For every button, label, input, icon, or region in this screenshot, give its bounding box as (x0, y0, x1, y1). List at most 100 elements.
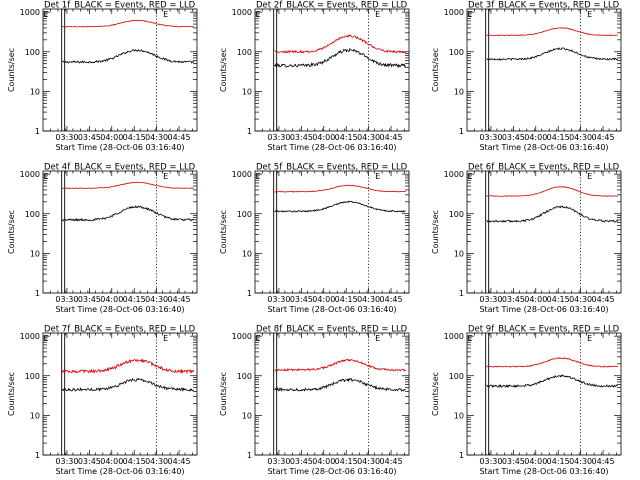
interval-marker-label: E (587, 334, 592, 343)
y-tick-label: 1 (459, 451, 464, 460)
y-tick-label: 10 (30, 411, 40, 420)
y-axis-label: Counts/sec (7, 210, 16, 254)
x-tick-label: 04:00 (524, 457, 547, 466)
y-tick-label: 1000 (232, 332, 252, 341)
y-tick-label: 1 (459, 289, 464, 298)
x-tick-label: 03:30 (267, 133, 290, 142)
chart-panel-3: Det 3f BLACK = Events, RED = LLD 1 10 100 100… (431, 1, 622, 152)
y-tick-label: 1 (35, 451, 40, 460)
chart-title-legend: BLACK = Events, RED = LLD (74, 163, 195, 173)
interval-marker-label: E (163, 172, 168, 181)
y-axis-label: Counts/sec (431, 48, 440, 92)
x-axis-label: Start Time (28-Oct-06 03:16:40) (479, 305, 608, 314)
chart-title: Det 9f BLACK = Events, RED = LLD (468, 325, 620, 335)
chart-title-legend: BLACK = Events, RED = LLD (74, 1, 195, 11)
x-tick-label: 03:45 (290, 295, 313, 304)
y-tick-label: 10 (30, 249, 40, 258)
x-tick-label: 04:00 (100, 133, 123, 142)
x-tick-label: 04:15 (335, 457, 358, 466)
interval-marker-label: E (587, 172, 592, 181)
series-line-events (62, 377, 194, 393)
chart-title-detector: Det 6f (468, 163, 495, 173)
interval-marker-label: E (255, 10, 260, 19)
y-tick-label: 10 (30, 87, 40, 96)
chart-title-legend: BLACK = Events, RED = LLD (286, 163, 407, 173)
y-axis-label: Counts/sec (7, 48, 16, 92)
x-tick-label: 03:45 (290, 457, 313, 466)
x-tick-label: 04:45 (592, 295, 615, 304)
x-tick-label: 04:30 (569, 133, 592, 142)
series-line-lld (486, 27, 618, 37)
y-tick-label: 10 (454, 411, 464, 420)
y-tick-label: 10 (242, 249, 252, 258)
y-tick-label: 1000 (444, 8, 464, 17)
y-tick-label: 100 (237, 210, 252, 219)
x-tick-label: 03:30 (55, 457, 78, 466)
x-tick-label: 04:45 (168, 457, 191, 466)
plot-frame (254, 332, 410, 456)
chart-title-detector: Det 2f (256, 1, 283, 11)
y-tick-label: 1000 (444, 332, 464, 341)
series-line-events (62, 205, 194, 223)
x-tick-label: 03:45 (78, 457, 101, 466)
plot-frame (466, 332, 622, 456)
y-tick-label: 1 (247, 451, 252, 460)
x-axis-label: Start Time (28-Oct-06 03:16:40) (55, 305, 184, 314)
y-tick-label: 1000 (20, 8, 40, 17)
chart-panel-7: Det 7f BLACK = Events, RED = LLD 1 10 100 100… (7, 325, 198, 476)
y-tick-label: 10 (454, 249, 464, 258)
interval-marker-label: E (587, 10, 592, 19)
x-tick-label: 04:30 (145, 133, 168, 142)
x-axis-label: Start Time (28-Oct-06 03:16:40) (55, 143, 184, 152)
series-line-lld (62, 358, 195, 375)
y-tick-label: 1000 (20, 170, 40, 179)
x-tick-label: 03:30 (479, 295, 502, 304)
chart-title-detector: Det 8f (256, 325, 283, 335)
y-tick-label: 1000 (232, 8, 252, 17)
interval-marker-label: E (375, 172, 380, 181)
x-axis-label: Start Time (28-Oct-06 03:16:40) (479, 143, 608, 152)
y-tick-label: 100 (25, 210, 40, 219)
x-tick-label: 04:00 (100, 295, 123, 304)
chart-panel-6: Det 6f BLACK = Events, RED = LLD 1 10 100 100… (431, 163, 622, 314)
series-line-lld (486, 186, 618, 197)
plot-frame (254, 8, 410, 132)
interval-marker-label: E (163, 10, 168, 19)
plot-frame (254, 170, 410, 294)
series-line-lld (62, 181, 194, 189)
chart-title-detector: Det 4f (44, 163, 71, 173)
x-tick-label: 03:30 (479, 457, 502, 466)
x-tick-label: 04:00 (312, 457, 335, 466)
interval-marker-label: E (43, 172, 48, 181)
y-tick-label: 100 (449, 372, 464, 381)
x-tick-label: 04:15 (123, 457, 146, 466)
x-tick-label: 04:45 (380, 133, 403, 142)
series-line-events (62, 48, 194, 64)
interval-marker-label: E (375, 10, 380, 19)
x-axis-label: Start Time (28-Oct-06 03:16:40) (267, 467, 396, 476)
x-tick-label: 04:45 (380, 295, 403, 304)
x-tick-label: 03:45 (78, 133, 101, 142)
y-tick-label: 1 (247, 127, 252, 136)
chart-title-legend: BLACK = Events, RED = LLD (498, 163, 619, 173)
x-tick-label: 04:45 (380, 457, 403, 466)
interval-marker-label: E (43, 10, 48, 19)
x-tick-label: 04:00 (524, 295, 547, 304)
chart-title: Det 5f BLACK = Events, RED = LLD (256, 163, 408, 173)
chart-title-legend: BLACK = Events, RED = LLD (498, 325, 619, 335)
chart-panel-8: Det 8f BLACK = Events, RED = LLD 1 10 100 100… (219, 325, 410, 476)
y-tick-label: 100 (237, 372, 252, 381)
series-line-lld (62, 19, 194, 28)
chart-title: Det 4f BLACK = Events, RED = LLD (44, 163, 196, 173)
chart-panel-4: Det 4f BLACK = Events, RED = LLD 1 10 100 100… (7, 163, 198, 314)
x-axis-label: Start Time (28-Oct-06 03:16:40) (479, 467, 608, 476)
interval-marker-label: E (163, 334, 168, 343)
y-axis-label: Counts/sec (431, 372, 440, 416)
x-tick-label: 04:15 (335, 295, 358, 304)
y-tick-label: 10 (242, 87, 252, 96)
chart-title-legend: BLACK = Events, RED = LLD (74, 325, 195, 335)
x-tick-label: 04:00 (312, 133, 335, 142)
chart-title-legend: BLACK = Events, RED = LLD (286, 325, 407, 335)
x-tick-label: 04:45 (168, 133, 191, 142)
